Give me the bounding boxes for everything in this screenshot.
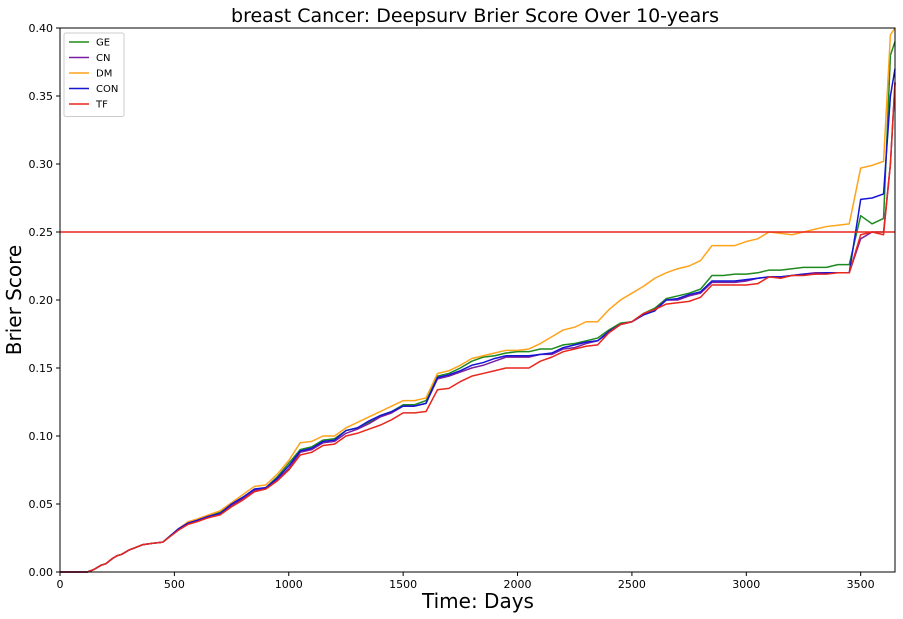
y-axis-label: Brier Score <box>2 245 26 355</box>
y-axis: 0.00 0.05 0.10 0.15 0.20 0.25 0.30 0.35 0.40 <box>29 22 60 579</box>
y-tick-label: 0.00 <box>29 566 54 579</box>
chart-title: breast Cancer: Deepsurv Brier Score Over… <box>231 5 719 27</box>
legend: GE CN DM CON TF <box>63 32 125 117</box>
y-tick-label: 0.25 <box>29 226 54 239</box>
series-line-con <box>60 68 896 573</box>
legend-label-dm: DM <box>96 69 112 80</box>
x-axis-label: Time: Days <box>421 589 534 613</box>
series-line-tf <box>60 82 896 573</box>
x-tick-label: 3000 <box>732 578 760 591</box>
y-tick-label: 0.20 <box>29 294 54 307</box>
legend-label-cn: CN <box>96 53 110 64</box>
legend-label-con: CON <box>96 84 118 95</box>
y-tick-label: 0.15 <box>29 362 54 375</box>
y-tick-label: 0.30 <box>29 158 54 171</box>
x-tick-label: 0 <box>57 578 64 591</box>
series-lines <box>60 27 896 573</box>
x-axis: 0 500 1000 1500 2000 2500 3000 3500 <box>57 572 875 591</box>
y-tick-label: 0.05 <box>29 498 54 511</box>
legend-label-ge: GE <box>96 38 110 49</box>
y-tick-label: 0.40 <box>29 22 54 35</box>
x-tick-label: 500 <box>164 578 185 591</box>
x-tick-label: 2000 <box>504 578 532 591</box>
plot-area <box>59 27 896 573</box>
y-tick-label: 0.35 <box>29 90 54 103</box>
legend-label-tf: TF <box>95 100 108 111</box>
legend-box <box>63 32 125 117</box>
x-tick-label: 1000 <box>275 578 303 591</box>
x-tick-label: 3500 <box>847 578 875 591</box>
x-tick-label: 2500 <box>618 578 646 591</box>
y-tick-label: 0.10 <box>29 430 54 443</box>
x-tick-label: 1500 <box>389 578 417 591</box>
plot-background <box>60 28 895 572</box>
